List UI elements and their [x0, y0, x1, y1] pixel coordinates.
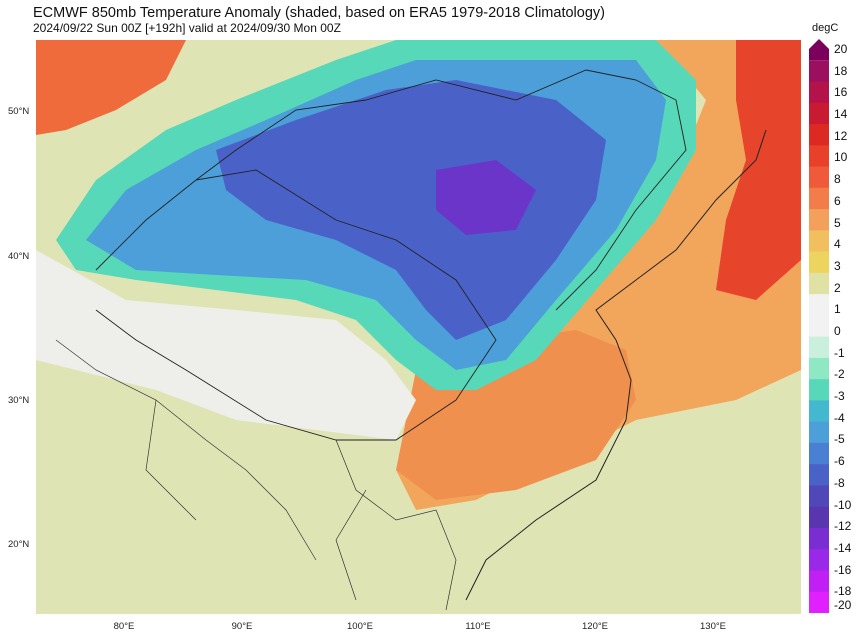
colorbar-swatch	[809, 124, 829, 146]
colorbar-tick-label: 16	[834, 85, 848, 100]
colorbar-unit: degC	[812, 22, 839, 34]
chart-subtitle: 2024/09/22 Sun 00Z [+192h] valid at 2024…	[33, 21, 341, 35]
cold-anomaly-core	[436, 160, 536, 235]
map-canvas	[36, 40, 801, 614]
colorbar-tick-label: -12	[834, 519, 852, 534]
colorbar-tick-label: 14	[834, 107, 848, 122]
border-india	[55, 339, 317, 561]
lat-label-20n: 20°N	[8, 539, 30, 550]
colorbar-swatch	[809, 485, 829, 508]
border-southeastasia	[335, 439, 457, 611]
colorbar-swatch	[809, 209, 829, 231]
colorbar-tick-label: 12	[834, 128, 848, 143]
colorbar-tick-label: 3	[834, 258, 841, 273]
lon-label-90e: 90°E	[231, 621, 253, 632]
colorbar-swatch	[809, 272, 829, 295]
colorbar-tick-label: -18	[834, 584, 852, 599]
colorbar-tick-label: 0	[834, 324, 841, 338]
colorbar-tick-label: 18	[834, 63, 848, 78]
colorbar-swatch	[809, 591, 829, 613]
colorbar-swatch	[809, 464, 829, 486]
colorbar-tick-label: -20	[834, 598, 852, 612]
lon-label-120e: 120°E	[582, 621, 608, 632]
colorbar-tick-label: -5	[834, 432, 845, 447]
colorbar-swatch	[809, 315, 829, 338]
colorbar-arrow-top	[809, 39, 829, 49]
colorbar-swatch	[809, 379, 829, 401]
colorbar-tick-label: -6	[834, 454, 845, 469]
colorbar-swatch	[809, 60, 829, 83]
anomaly-map	[36, 40, 801, 614]
colorbar-swatch	[809, 421, 829, 444]
colorbar-swatch	[809, 506, 829, 529]
colorbar-swatch	[809, 166, 829, 189]
colorbar-swatch	[809, 294, 829, 316]
cold-anomaly-inner	[216, 80, 606, 340]
colorbar-swatch	[809, 251, 829, 274]
colorbar-swatch	[809, 187, 829, 210]
colorbar-tick-label: 6	[834, 193, 841, 208]
colorbar-swatch	[809, 145, 829, 168]
colorbar-tick-label: 2	[834, 280, 841, 295]
chart-title: ECMWF 850mb Temperature Anomaly (shaded,…	[33, 5, 605, 21]
colorbar-swatch	[809, 336, 829, 359]
colorbar-tick-label: 4	[834, 237, 841, 252]
colorbar-swatch	[809, 230, 829, 253]
warm-anomaly-northwest	[36, 40, 186, 135]
colorbar-tick-label: -16	[834, 562, 852, 577]
colorbar-tick-label: 8	[834, 172, 841, 187]
colorbar-swatch	[809, 549, 829, 571]
lat-label-30n: 30°N	[8, 395, 30, 406]
lat-label-40n: 40°N	[8, 251, 30, 262]
lon-label-80e: 80°E	[113, 621, 135, 632]
colorbar-swatch	[809, 81, 829, 104]
colorbar-tick-label: -2	[834, 367, 845, 382]
colorbar-swatch	[809, 49, 829, 61]
colorbar-tick-label: 1	[834, 302, 841, 317]
colorbar-tick-label: -4	[834, 410, 845, 425]
lon-label-110e: 110°E	[465, 621, 491, 632]
colorbar-swatch	[809, 527, 829, 550]
border-china	[95, 69, 687, 441]
colorbar-swatch	[809, 570, 829, 593]
colorbar-swatch	[809, 357, 829, 380]
neutral-band	[36, 250, 416, 440]
colorbar-tick-label: -3	[834, 389, 845, 404]
colorbar-swatch	[809, 442, 829, 465]
colorbar-swatch	[809, 400, 829, 423]
lat-label-50n: 50°N	[8, 106, 30, 117]
colorbar-tick-label: 20	[834, 42, 848, 56]
colorbar-tick-label: -14	[834, 540, 852, 555]
warm-anomaly-northeast-core	[716, 40, 801, 300]
colorbar-swatch	[809, 102, 829, 125]
coastline	[465, 129, 767, 601]
colorbar-tick-label: 5	[834, 215, 841, 230]
colorbar-tick-label: -8	[834, 475, 845, 490]
colorbar-tick-label: 10	[834, 150, 848, 165]
colorbar	[809, 39, 829, 613]
colorbar-tick-label: -10	[834, 497, 852, 512]
colorbar-tick-label: -1	[834, 345, 845, 360]
lon-label-100e: 100°E	[347, 621, 373, 632]
lon-label-130e: 130°E	[700, 621, 726, 632]
